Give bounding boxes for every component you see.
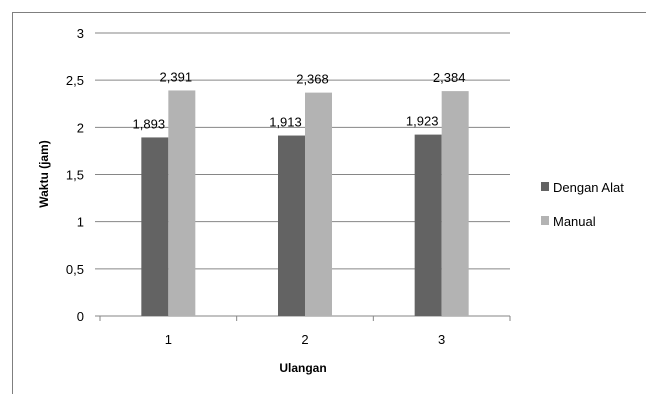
y-tick-label: 0,5 — [66, 262, 84, 277]
x-tick-label: 2 — [301, 332, 308, 347]
data-label: 2,391 — [160, 69, 193, 84]
bar — [441, 91, 469, 316]
data-label: 1,913 — [269, 115, 302, 130]
y-axis-title: Waktu (jam) — [37, 140, 51, 208]
x-tick-label: 3 — [438, 332, 445, 347]
data-label: 1,893 — [133, 116, 166, 131]
y-tick-label: 3 — [77, 26, 84, 41]
bar — [305, 92, 332, 316]
bar — [141, 137, 169, 316]
x-axis-title: Ulangan — [279, 361, 326, 375]
y-tick-label: 2,5 — [66, 73, 84, 88]
y-tick-label: 2 — [77, 120, 84, 135]
x-tick-label: 1 — [165, 332, 172, 347]
y-tick-label: 1,5 — [66, 168, 84, 183]
bar — [278, 135, 305, 316]
data-label: 2,368 — [296, 72, 329, 87]
y-axis-ticks: 0 0,5 1 1,5 2 2,5 3 — [66, 26, 84, 324]
legend-label: Dengan Alat — [553, 180, 624, 195]
bars — [141, 90, 469, 316]
x-axis-ticks: 1 2 3 — [165, 332, 446, 347]
legend: Dengan Alat Manual — [541, 180, 624, 229]
data-label: 2,384 — [433, 70, 466, 85]
legend-label: Manual — [553, 214, 596, 229]
bar — [414, 134, 442, 316]
data-labels: 1,893 2,391 1,913 2,368 1,923 2,384 — [133, 69, 466, 131]
chart-frame — [12, 12, 646, 394]
bar — [168, 90, 196, 316]
data-label: 1,923 — [406, 114, 439, 129]
y-tick-label: 1 — [77, 215, 84, 230]
y-tick-label: 0 — [77, 309, 84, 324]
legend-swatch — [541, 216, 549, 225]
legend-swatch — [541, 182, 549, 191]
